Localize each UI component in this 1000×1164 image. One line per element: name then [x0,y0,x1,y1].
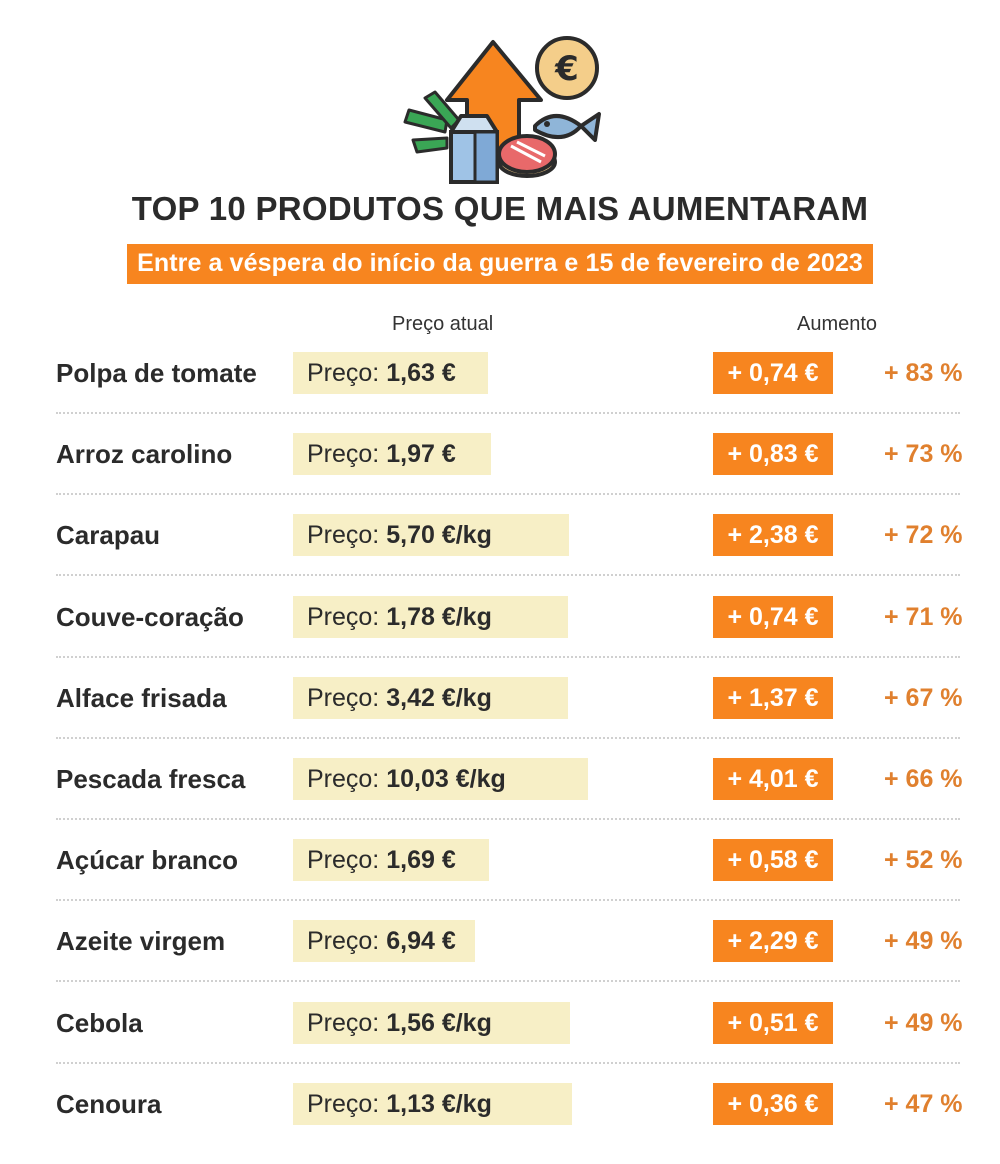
product-name: Polpa de tomate [56,358,257,388]
fish-icon [533,112,601,142]
steak-icon [497,134,557,178]
increase-percent: + 52 % [884,846,963,874]
price-label: Preço: [307,765,380,793]
column-header-increase: Aumento [797,313,878,335]
price-label: Preço: [307,927,380,955]
hero-illustration: € [403,36,601,184]
row-divider [56,980,960,982]
price-value: 1,69 € [386,846,456,874]
table-row: Cebola Preço: 1,56 €/kg + 0,51 € + 49 % [0,1002,1000,1083]
price-value: 1,56 €/kg [386,1009,492,1037]
increase-percent: + 71 % [884,603,963,631]
price-cell: Preço: 1,78 €/kg [293,596,568,638]
chart-title: TOP 10 PRODUTOS QUE MAIS AUMENTARAM [131,190,869,227]
increase-percent: + 49 % [884,927,963,955]
product-name: Alface frisada [56,683,227,713]
row-divider [56,412,960,414]
chart-subtitle: Entre a véspera do início da guerra e 15… [127,244,873,284]
milk-carton-icon [449,114,499,184]
row-divider [56,574,960,576]
price-label: Preço: [307,521,380,549]
increase-badge: + 0,36 € [713,1083,833,1125]
product-name: Carapau [56,520,161,550]
price-value: 1,78 €/kg [386,603,492,631]
increase-percent: + 67 % [884,684,963,712]
increase-badge: + 0,58 € [713,839,833,881]
row-divider [56,818,960,820]
table-row: Arroz carolino Preço: 1,97 € + 0,83 € + 73 … [0,433,1000,514]
price-label: Preço: [307,684,380,712]
product-name: Pescada fresca [56,764,246,794]
price-value: 1,13 €/kg [386,1090,492,1118]
increase-percent: + 49 % [884,1009,963,1037]
increase-badge: + 0,83 € [713,433,833,475]
price-value: 3,42 €/kg [386,684,492,712]
increase-percent: + 47 % [884,1090,963,1118]
table-row: Polpa de tomate Preço: 1,63 € + 0,74 € + 83… [0,352,1000,433]
euro-coin-icon: € [535,36,599,100]
euro-symbol: € [554,49,579,89]
price-cell: Preço: 1,63 € [293,352,488,394]
price-cell: Preço: 1,69 € [293,839,489,881]
increase-badge: + 0,74 € [713,352,833,394]
price-cell: Preço: 5,70 €/kg [293,514,569,556]
table-row: Alface frisada Preço: 3,42 €/kg + 1,37 € + … [0,677,1000,758]
table-row: Cenoura Preço: 1,13 €/kg + 0,36 € + 47 % [0,1083,1000,1164]
row-divider [56,493,960,495]
table-row: Carapau Preço: 5,70 €/kg + 2,38 € + 72 % [0,514,1000,595]
increase-badge: + 2,29 € [713,920,833,962]
product-name: Açúcar branco [56,845,239,875]
increase-badge: + 0,74 € [713,596,833,638]
price-cell: Preço: 1,97 € [293,433,491,475]
increase-badge: + 1,37 € [713,677,833,719]
product-name: Azeite virgem [56,926,226,956]
subtitle-container: Entre a véspera do início da guerra e 15… [0,244,1000,284]
product-name: Arroz carolino [56,439,233,469]
price-label: Preço: [307,1090,380,1118]
increase-percent: + 72 % [884,521,963,549]
price-cell: Preço: 1,56 €/kg [293,1002,570,1044]
product-name: Couve-coração [56,602,244,632]
table-row: Açúcar branco Preço: 1,69 € + 0,58 € + 52 % [0,839,1000,920]
increase-percent: + 66 % [884,765,963,793]
price-value: 10,03 €/kg [386,765,506,793]
row-divider [56,737,960,739]
price-cell: Preço: 10,03 €/kg [293,758,588,800]
price-label: Preço: [307,846,380,874]
price-value: 1,97 € [386,440,456,468]
price-value: 6,94 € [386,927,456,955]
price-value: 1,63 € [386,359,456,387]
price-label: Preço: [307,359,380,387]
price-label: Preço: [307,1009,380,1037]
product-name: Cebola [56,1008,143,1038]
row-divider [56,1062,960,1064]
price-value: 5,70 €/kg [386,521,492,549]
increase-badge: + 4,01 € [713,758,833,800]
table-row: Pescada fresca Preço: 10,03 €/kg + 4,01 € +… [0,758,1000,839]
increase-percent: + 83 % [884,359,963,387]
column-header-price: Preço atual [392,313,494,335]
row-divider [56,899,960,901]
price-cell: Preço: 1,13 €/kg [293,1083,572,1125]
table-row: Azeite virgem Preço: 6,94 € + 2,29 € + 49 % [0,920,1000,1001]
price-cell: Preço: 3,42 €/kg [293,677,568,719]
increase-badge: + 2,38 € [713,514,833,556]
increase-badge: + 0,51 € [713,1002,833,1044]
increase-percent: + 73 % [884,440,963,468]
product-name: Cenoura [56,1089,162,1119]
price-label: Preço: [307,603,380,631]
leek-icon [403,90,461,154]
price-label: Preço: [307,440,380,468]
price-cell: Preço: 6,94 € [293,920,475,962]
row-divider [56,656,960,658]
table-row: Couve-coração Preço: 1,78 €/kg + 0,74 € + 7… [0,596,1000,677]
